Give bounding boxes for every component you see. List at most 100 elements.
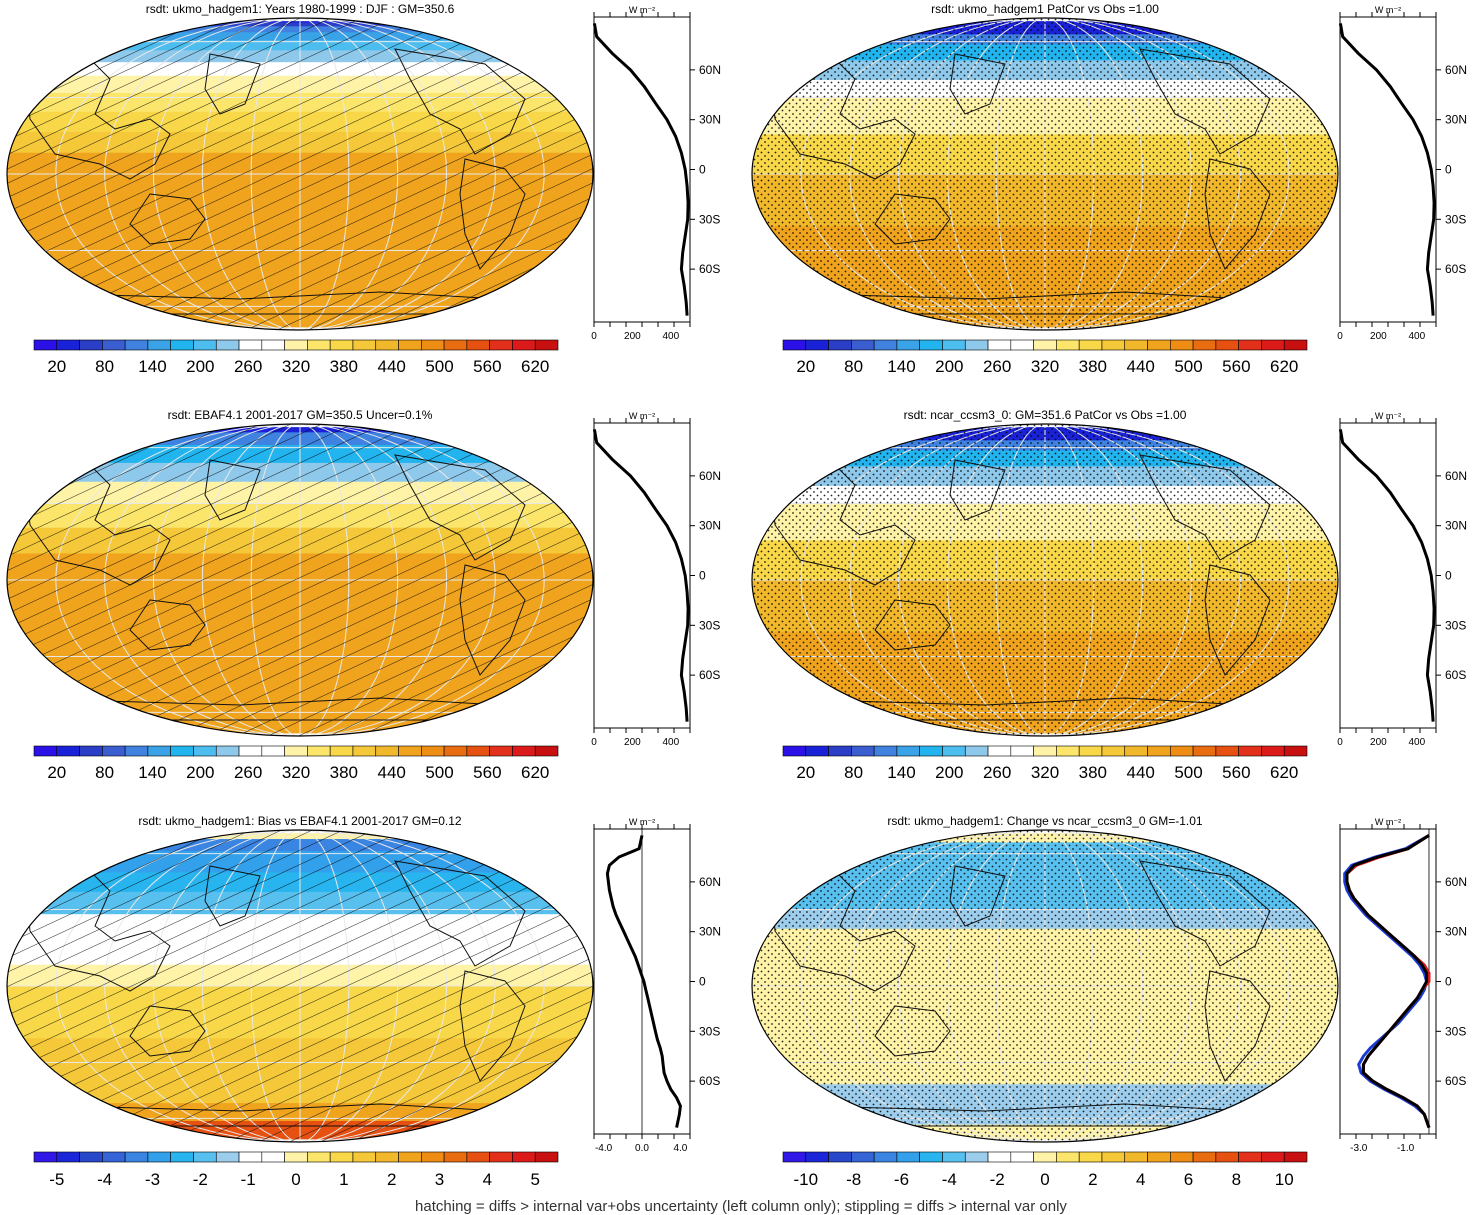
- panel-title: rsdt: ukmo_hadgem1: Years 1980-1999 : DJ…: [146, 2, 455, 16]
- colorbar-label: 320: [1031, 357, 1059, 376]
- zonal-profile: W m⁻² 60N 30N 0 30S 60S 0 200 400: [591, 5, 721, 342]
- profile-x-tick-label: 200: [1370, 737, 1387, 748]
- colorbar-swatch: [102, 1151, 126, 1163]
- colorbar-label: 140: [887, 763, 915, 782]
- colorbar-swatch: [919, 745, 943, 757]
- lat-tick-label: 0: [699, 569, 706, 583]
- profile-line-obs: [592, 429, 690, 722]
- colorbar-swatch: [193, 339, 217, 351]
- profile-unit-label: W m⁻²: [629, 5, 655, 15]
- colorbar-label: 380: [330, 357, 358, 376]
- colorbar-swatch: [443, 339, 468, 351]
- colorbar-label: -8: [846, 1170, 861, 1189]
- lat-tick-label: 60N: [1445, 469, 1467, 483]
- colorbar-label: -6: [894, 1170, 909, 1189]
- colorbar-swatch: [329, 339, 354, 351]
- profile-x-tick-label: 0: [1337, 331, 1343, 342]
- colorbar-label: 500: [1174, 357, 1202, 376]
- colorbar-swatch: [964, 1151, 989, 1163]
- colorbar-swatch: [987, 745, 1012, 757]
- colorbar-swatch: [919, 1151, 943, 1163]
- colorbar-swatch: [1192, 1151, 1217, 1163]
- colorbar-swatch: [1238, 339, 1262, 351]
- colorbar-swatch: [805, 745, 829, 757]
- colorbar-label: 80: [95, 763, 114, 782]
- profile-frame: [1339, 828, 1437, 1135]
- colorbar-swatch: [124, 339, 149, 351]
- colorbar-swatch: [443, 745, 468, 757]
- colorbar-label: 8: [1232, 1170, 1241, 1189]
- colorbar-swatch: [1192, 745, 1217, 757]
- map-border: [6, 423, 594, 737]
- lat-tick-label: 60S: [1445, 668, 1466, 682]
- profile-x-tick-label: 200: [624, 331, 641, 342]
- profile-frame: [593, 16, 691, 323]
- lat-tick-label: 30N: [1445, 113, 1467, 127]
- lat-tick-label: 60N: [699, 875, 721, 889]
- hatching: [7, 18, 593, 330]
- profile-x-tick-label: -1.0: [1397, 1143, 1415, 1154]
- panel-title: rsdt: ukmo_hadgem1 PatCor vs Obs =1.00: [931, 2, 1159, 16]
- lat-tick-label: 30N: [699, 925, 721, 939]
- stippling: [752, 830, 1338, 1142]
- colorbar-swatch: [1124, 339, 1148, 351]
- colorbar-swatch: [307, 1151, 331, 1163]
- colorbar-label: 200: [186, 357, 214, 376]
- colorbar-label: 80: [844, 763, 863, 782]
- colorbar-label: 500: [425, 357, 453, 376]
- colorbar-swatch: [896, 1151, 920, 1163]
- colorbar: 20 80 140 200 260 320 380 440 500 560 620: [33, 339, 559, 376]
- colorbar-swatch: [466, 339, 490, 351]
- colorbar-label: 560: [473, 763, 501, 782]
- lat-tick-label: 30N: [699, 113, 721, 127]
- colorbar: -5 -4 -3 -2 -1 0 1 2 3 4 5: [33, 1151, 559, 1189]
- colorbar-swatch: [375, 1151, 399, 1163]
- colorbar-swatch: [238, 339, 263, 351]
- lat-tick-label: 60S: [699, 1074, 720, 1088]
- colorbar-label: 140: [887, 357, 915, 376]
- profile-x-tick-label: 0.0: [635, 1143, 649, 1154]
- colorbar-swatch: [1238, 745, 1262, 757]
- footer-caption: hatching = diffs > internal var+obs unce…: [415, 1198, 1067, 1215]
- colorbar-swatch: [1147, 339, 1171, 351]
- colorbar-label: 440: [1126, 357, 1154, 376]
- colorbar-swatch: [1170, 745, 1194, 757]
- profile-x-tick-label: 0: [1337, 737, 1343, 748]
- profile-line-model: [1338, 429, 1436, 722]
- colorbar-swatch: [1056, 745, 1080, 757]
- colorbar-swatch: [307, 745, 331, 757]
- colorbar-label: 5: [530, 1170, 539, 1189]
- colorbar-swatch: [1283, 745, 1308, 757]
- colorbar-swatch: [851, 745, 875, 757]
- colorbar-label: -10: [793, 1170, 818, 1189]
- colorbar-swatch: [466, 1151, 490, 1163]
- colorbar-label: 20: [47, 357, 66, 376]
- zonal-profile: W m⁻² 60N 30N 0 30S 60S 0 200 400: [1337, 5, 1467, 342]
- stippling: [752, 424, 1338, 736]
- lat-tick-label: 60S: [699, 668, 720, 682]
- colorbar-swatch: [512, 1151, 536, 1163]
- colorbar-swatch: [942, 745, 966, 757]
- colorbar-swatch: [534, 745, 559, 757]
- colorbar-label: 440: [1126, 763, 1154, 782]
- profile-x-tick-label: 400: [1408, 737, 1425, 748]
- profile-line-model: [1338, 23, 1436, 316]
- colorbar-label: 620: [1270, 357, 1298, 376]
- colorbar-label: 620: [521, 763, 549, 782]
- colorbar-label: 20: [796, 357, 815, 376]
- colorbar-label: 440: [377, 763, 405, 782]
- colorbar-label: 200: [186, 763, 214, 782]
- colorbar-label: 380: [330, 763, 358, 782]
- colorbar-label: 260: [234, 763, 262, 782]
- colorbar-swatch: [329, 745, 354, 757]
- colorbar-label: 4: [1136, 1170, 1145, 1189]
- lat-tick-label: 0: [699, 975, 706, 989]
- profile-unit-label: W m⁻²: [1375, 411, 1401, 421]
- colorbar-label: 10: [1275, 1170, 1294, 1189]
- colorbar-swatch: [1124, 1151, 1148, 1163]
- profile-unit-label: W m⁻²: [629, 817, 655, 827]
- zonal-profile: W m⁻² 60N 30N 0 30S 60S 0 200 400: [1337, 411, 1467, 748]
- colorbar-swatch: [215, 745, 240, 757]
- colorbar-swatch: [851, 1151, 875, 1163]
